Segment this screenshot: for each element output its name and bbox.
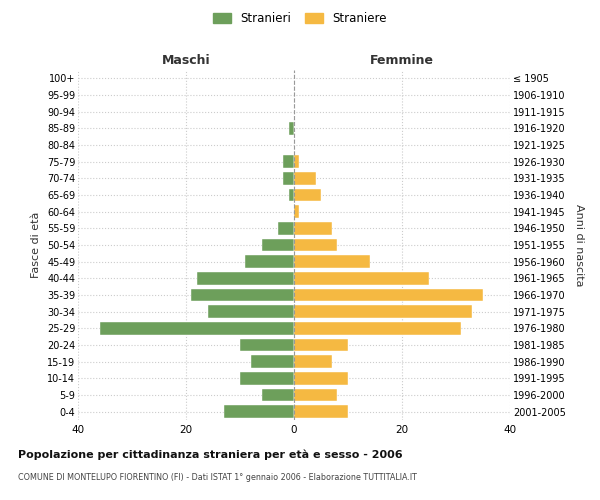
Bar: [289, 122, 294, 134]
Bar: [294, 172, 316, 184]
Bar: [294, 222, 332, 234]
Bar: [294, 406, 348, 418]
Bar: [240, 372, 294, 384]
Bar: [262, 239, 294, 251]
Bar: [240, 339, 294, 351]
Text: COMUNE DI MONTELUPO FIORENTINO (FI) - Dati ISTAT 1° gennaio 2006 - Elaborazione : COMUNE DI MONTELUPO FIORENTINO (FI) - Da…: [18, 472, 417, 482]
Y-axis label: Fasce di età: Fasce di età: [31, 212, 41, 278]
Bar: [100, 322, 294, 334]
Bar: [289, 188, 294, 201]
Bar: [294, 239, 337, 251]
Text: Popolazione per cittadinanza straniera per età e sesso - 2006: Popolazione per cittadinanza straniera p…: [18, 450, 403, 460]
Bar: [294, 322, 461, 334]
Bar: [294, 256, 370, 268]
Bar: [294, 372, 348, 384]
Bar: [278, 222, 294, 234]
Legend: Stranieri, Straniere: Stranieri, Straniere: [209, 8, 391, 28]
Bar: [208, 306, 294, 318]
Bar: [283, 156, 294, 168]
Text: Maschi: Maschi: [161, 54, 211, 66]
Bar: [224, 406, 294, 418]
Y-axis label: Anni di nascita: Anni di nascita: [574, 204, 584, 286]
Bar: [262, 389, 294, 401]
Bar: [294, 272, 429, 284]
Bar: [294, 389, 337, 401]
Bar: [245, 256, 294, 268]
Text: Femmine: Femmine: [370, 54, 434, 66]
Bar: [294, 188, 321, 201]
Bar: [294, 206, 299, 218]
Bar: [294, 339, 348, 351]
Bar: [197, 272, 294, 284]
Bar: [294, 289, 483, 301]
Bar: [294, 356, 332, 368]
Bar: [283, 172, 294, 184]
Bar: [251, 356, 294, 368]
Bar: [294, 156, 299, 168]
Bar: [191, 289, 294, 301]
Bar: [294, 306, 472, 318]
